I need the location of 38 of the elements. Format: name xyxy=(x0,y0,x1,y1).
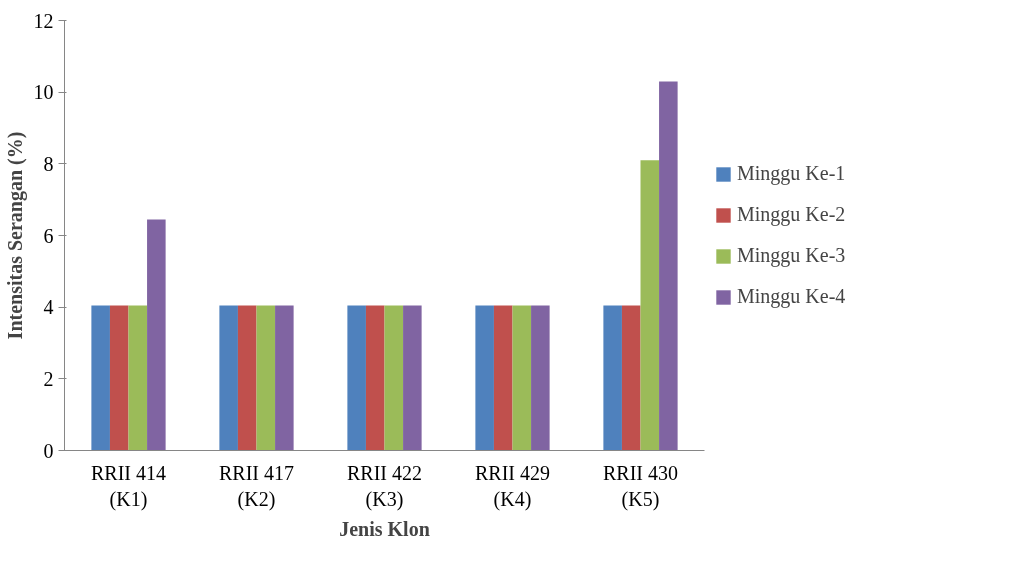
x-tick-label: RRII 417 (K2) xyxy=(219,461,294,511)
y-tick-label: 12 xyxy=(33,9,54,32)
bar xyxy=(365,305,385,451)
bar xyxy=(219,305,238,451)
bar xyxy=(603,305,622,451)
y-tick-label: 10 xyxy=(33,81,54,104)
x-tick-label: RRII 429 (K4) xyxy=(475,461,550,511)
bar xyxy=(512,305,532,451)
bar xyxy=(475,305,494,451)
y-tick-label: 0 xyxy=(43,439,54,462)
bar xyxy=(91,305,110,451)
bar xyxy=(640,160,660,451)
x-tick-label: RRII 414 (K1) xyxy=(91,461,166,511)
bar xyxy=(347,305,366,451)
x-tick-label: RRII 422 (K3) xyxy=(347,461,422,511)
bar xyxy=(256,305,276,451)
x-axis-title: Jenis Klon xyxy=(339,517,430,540)
bar xyxy=(531,305,550,451)
legend-label: Minggu Ke-2 xyxy=(737,203,846,226)
bar xyxy=(128,305,148,451)
x-tick-label: RRII 430 (K5) xyxy=(603,461,678,511)
legend-label: Minggu Ke-3 xyxy=(737,244,846,267)
legend-label: Minggu Ke-4 xyxy=(737,285,846,308)
bar xyxy=(659,81,678,451)
y-tick-label: 4 xyxy=(43,296,54,319)
legend-label: Minggu Ke-1 xyxy=(737,162,846,185)
bar xyxy=(147,219,166,451)
bar xyxy=(621,305,641,451)
bar xyxy=(109,305,129,451)
bar xyxy=(275,305,294,451)
y-tick-label: 6 xyxy=(43,224,54,247)
bar xyxy=(384,305,404,451)
y-axis-title: Intensitas Serangan (%) xyxy=(3,131,27,340)
bar xyxy=(403,305,422,451)
y-tick-label: 2 xyxy=(43,367,54,390)
bar xyxy=(237,305,257,451)
bar xyxy=(493,305,513,451)
y-tick-label: 8 xyxy=(43,152,54,175)
